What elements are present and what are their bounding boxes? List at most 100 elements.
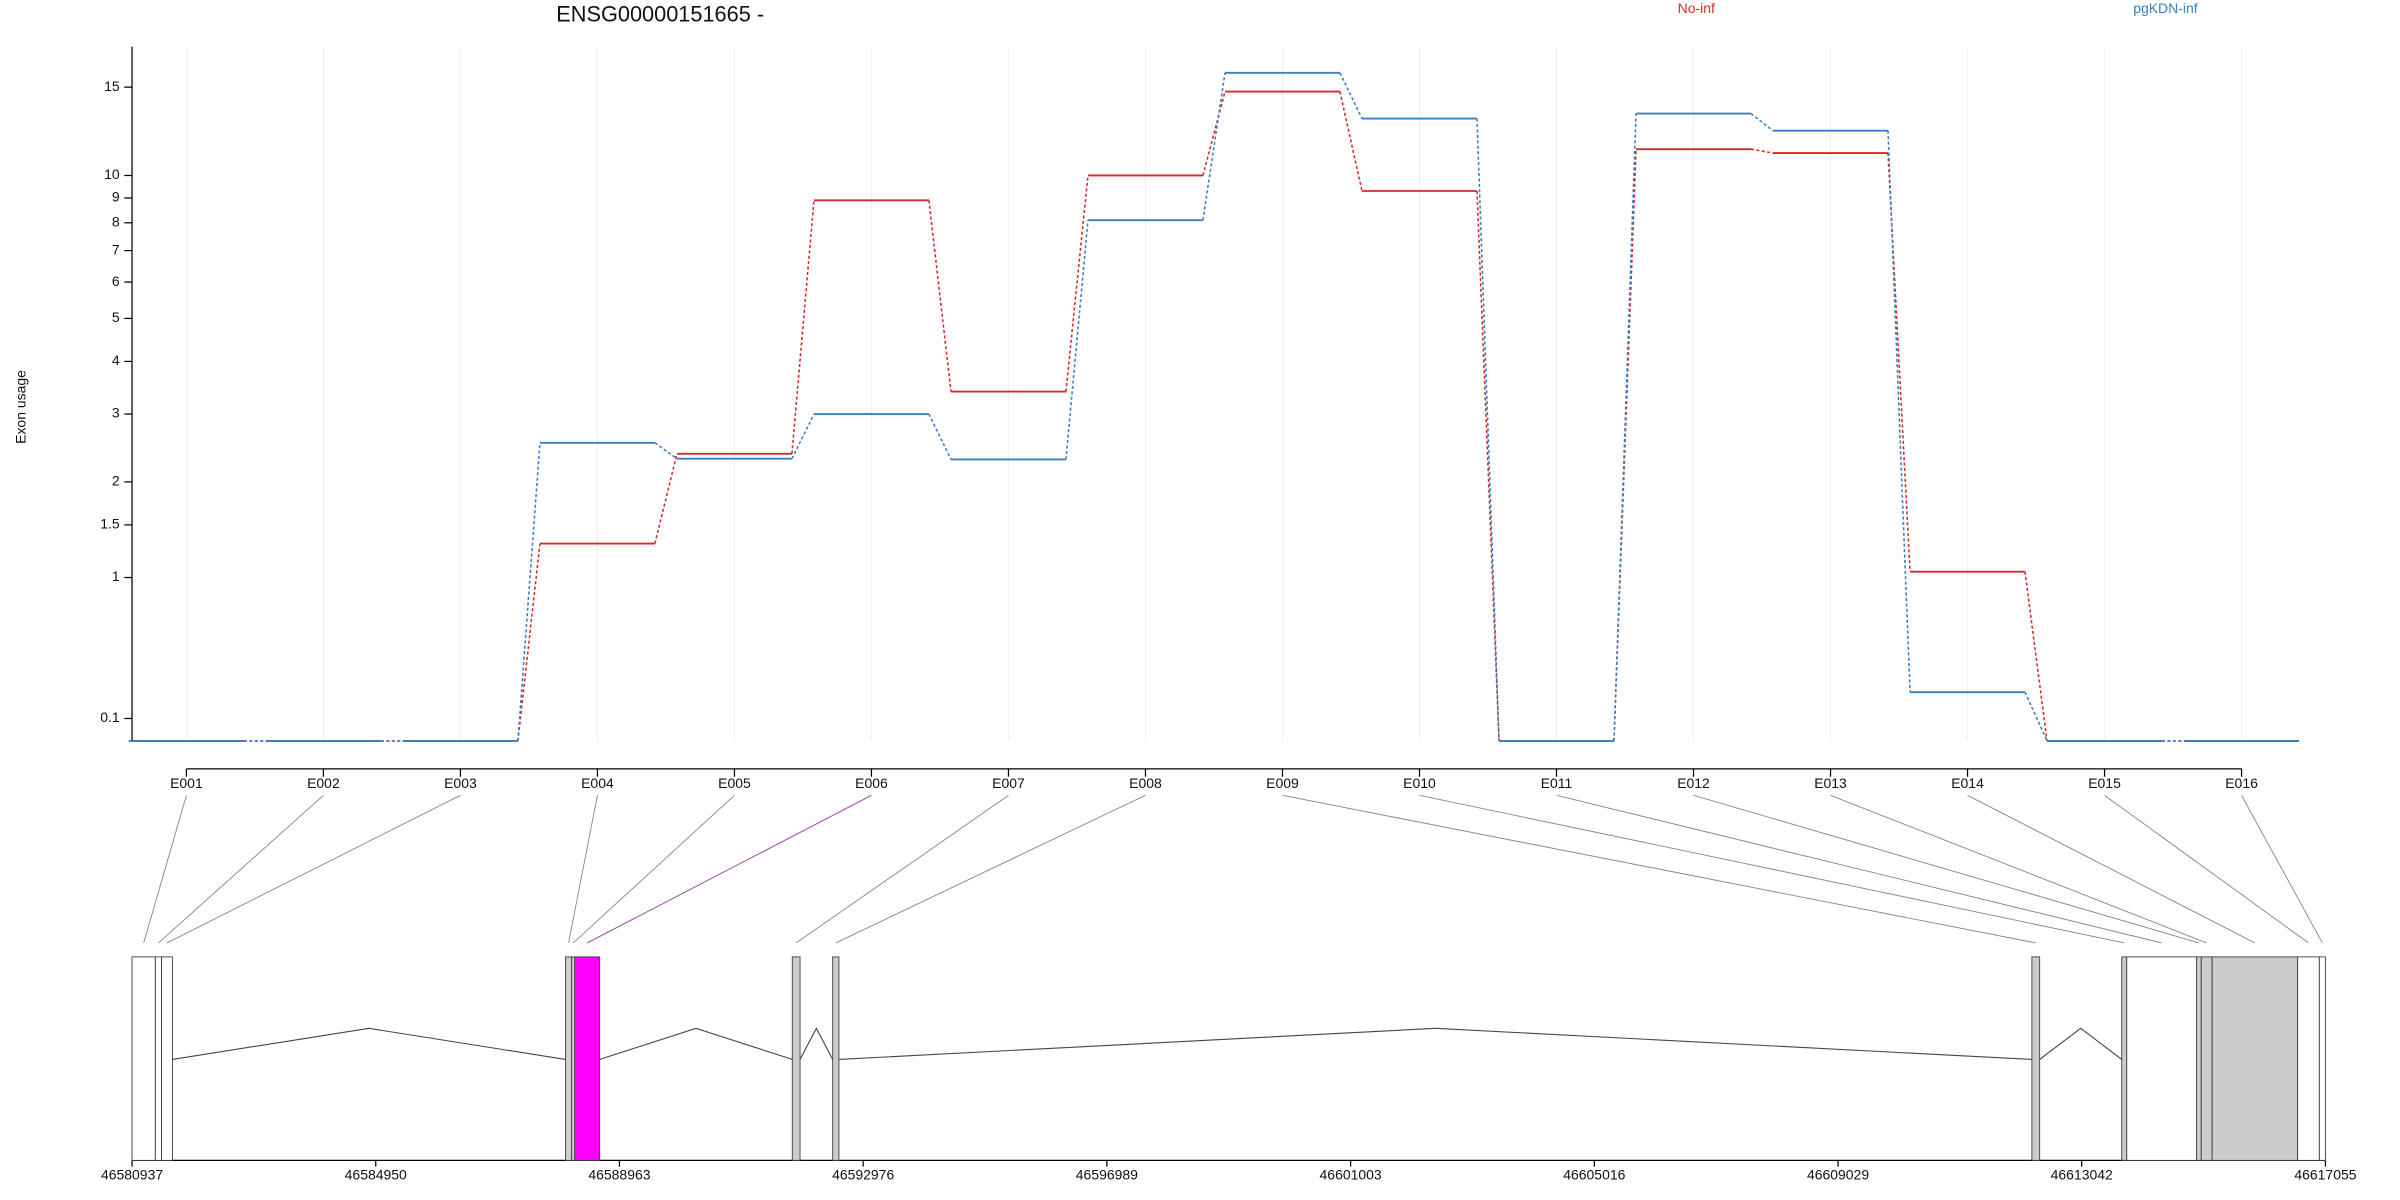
legend-entry: pgKDN-inf <box>2133 0 2198 16</box>
y-tick-label: 7 <box>112 241 120 257</box>
exon-box <box>2121 956 2128 1161</box>
connector <box>654 453 678 544</box>
gene-tick-label: 46613042 <box>2051 1167 2113 1183</box>
y-tick-label: 8 <box>112 214 120 230</box>
x-tick-label: E009 <box>1266 775 1299 791</box>
x-tick-label: E013 <box>1814 775 1847 791</box>
exon-link <box>586 794 872 944</box>
exon-link <box>835 794 1146 944</box>
exon-box <box>2031 956 2041 1161</box>
exon-box <box>2126 956 2198 1161</box>
connector <box>654 442 678 460</box>
gene-tick-label: 46592976 <box>832 1167 894 1183</box>
y-tick-label: 0.1 <box>100 709 120 725</box>
exon-link <box>1419 794 2125 944</box>
exon-link <box>2104 794 2309 944</box>
x-tick-label: E010 <box>1403 775 1436 791</box>
intron <box>799 1027 834 1060</box>
exon-box <box>2200 956 2213 1161</box>
gene-tick-label: 46596989 <box>1076 1167 1138 1183</box>
intron <box>599 1027 793 1060</box>
connector <box>1887 130 1911 693</box>
x-tick-label: E004 <box>581 775 614 791</box>
x-tick-label: E015 <box>2088 775 2121 791</box>
x-tick-label: E003 <box>444 775 477 791</box>
gene-tick-label: 46609029 <box>1807 1167 1869 1183</box>
intron <box>172 1027 566 1060</box>
exon-link <box>1282 794 2036 944</box>
exon-box <box>2211 956 2299 1161</box>
y-tick-label: 1 <box>112 568 120 584</box>
connector <box>1613 113 1637 741</box>
exon-link <box>568 795 598 944</box>
exon-link <box>1830 794 2207 944</box>
exon-box <box>154 956 163 1161</box>
x-tick-label: E007 <box>992 775 1025 791</box>
connector <box>928 413 952 460</box>
exon-box <box>2297 956 2320 1161</box>
exon-link <box>1693 794 2200 944</box>
gene-tick-label: 46584950 <box>345 1167 407 1183</box>
x-tick-label: E001 <box>170 775 203 791</box>
y-tick-label: 9 <box>112 189 120 205</box>
x-tick-label: E006 <box>855 775 888 791</box>
exon-link <box>1556 794 2162 944</box>
connector <box>1750 148 1774 154</box>
x-tick-label: E011 <box>1541 775 1573 791</box>
exon-link <box>1967 794 2256 944</box>
exon-link <box>795 794 1009 944</box>
exon-box <box>131 956 156 1161</box>
exon-box <box>2196 956 2202 1161</box>
exon-link <box>572 794 735 944</box>
connector <box>1065 175 1089 392</box>
y-tick-label: 5 <box>112 309 120 325</box>
gene-tick-label: 46588963 <box>588 1167 650 1183</box>
connector <box>517 442 541 742</box>
connector <box>1750 113 1774 132</box>
connector <box>928 200 952 392</box>
connector <box>1202 72 1226 221</box>
exon-link <box>2241 795 2323 944</box>
x-tick-label: E002 <box>307 775 340 791</box>
intron <box>838 1027 2032 1060</box>
connector <box>1202 91 1226 176</box>
intron <box>2039 1027 2123 1060</box>
gene-tick-label: 46580937 <box>101 1167 163 1183</box>
x-tick-label: E014 <box>1951 775 1984 791</box>
exon-link <box>143 795 187 944</box>
y-tick-label: 3 <box>112 405 120 421</box>
exon-box <box>161 956 173 1161</box>
exon-link <box>166 794 461 944</box>
gene-tick-label: 46601003 <box>1320 1167 1382 1183</box>
legend-entry: No-inf <box>1678 0 1715 16</box>
y-tick-label: 6 <box>112 273 120 289</box>
exon-box <box>564 956 573 1161</box>
connector <box>1887 152 1911 572</box>
connector <box>1065 220 1089 460</box>
exon-box <box>574 956 601 1161</box>
y-axis-label: Exon usage <box>12 370 28 444</box>
exon-box <box>2318 956 2326 1161</box>
connector <box>1339 91 1363 192</box>
connector <box>2024 691 2048 742</box>
connector <box>1476 118 1500 741</box>
gene-tick-label: 46617055 <box>2294 1167 2356 1183</box>
y-tick-label: 15 <box>104 78 120 94</box>
connector <box>791 200 815 454</box>
connector <box>2024 571 2048 742</box>
connector <box>791 413 815 460</box>
x-tick-label: E012 <box>1677 775 1710 791</box>
chart-title: ENSG00000151665 - <box>556 1 764 26</box>
gene-tick-label: 46605016 <box>1563 1167 1625 1183</box>
exon-box <box>832 956 840 1161</box>
connector <box>1339 72 1363 119</box>
y-tick-label: 10 <box>104 166 120 182</box>
exon-link <box>158 794 324 944</box>
y-tick-label: 1.5 <box>100 516 120 532</box>
y-tick-label: 2 <box>112 473 120 489</box>
connector <box>1476 190 1500 742</box>
connector <box>517 543 541 742</box>
exon-box <box>791 956 801 1161</box>
